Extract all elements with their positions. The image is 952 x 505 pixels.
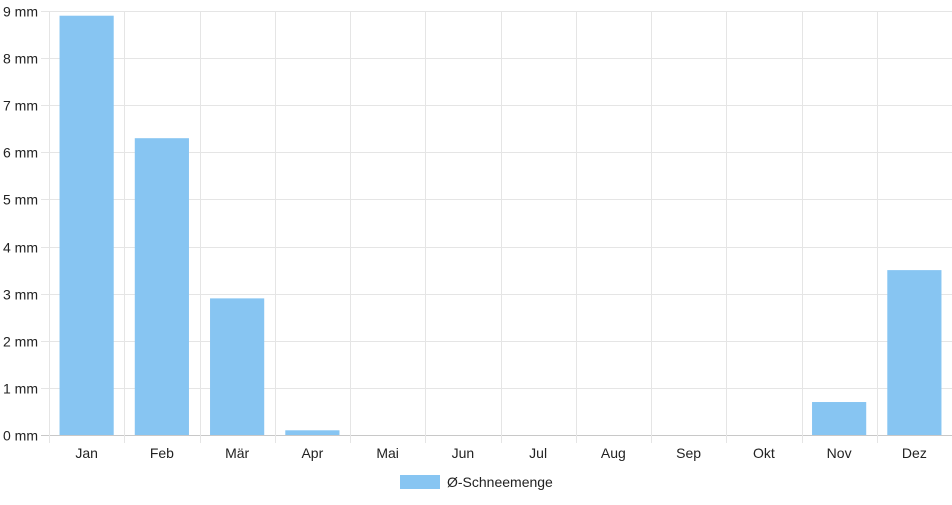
x-tick-label: Mär xyxy=(225,445,249,461)
x-tick-label: Sep xyxy=(676,445,701,461)
y-tick-label: 6 mm xyxy=(3,145,38,161)
legend-label[interactable]: Ø-Schneemenge xyxy=(447,474,553,490)
x-tick-label: Apr xyxy=(301,445,323,461)
bar-mär[interactable] xyxy=(210,298,265,435)
x-tick-label: Jun xyxy=(452,445,475,461)
axis-layer: 0 mm 1 mm 2 mm 3 mm 4 mm 5 mm 6 mm 7 mm 8 mm 9 mm… xyxy=(3,4,927,462)
x-tick-label: Mai xyxy=(376,445,399,461)
y-tick-label: 3 mm xyxy=(3,287,38,303)
x-tick-label: Nov xyxy=(827,445,852,461)
grid-layer xyxy=(41,11,952,443)
bar-apr[interactable] xyxy=(285,430,340,435)
legend-swatch[interactable] xyxy=(400,475,440,489)
x-tick-label: Okt xyxy=(753,445,775,461)
bar-layer xyxy=(59,15,942,435)
bar-nov[interactable] xyxy=(812,402,867,435)
y-tick-label: 8 mm xyxy=(3,51,38,67)
bar-jan[interactable] xyxy=(59,15,114,435)
y-tick-label: 7 mm xyxy=(3,98,38,114)
x-tick-label: Jan xyxy=(75,445,98,461)
x-tick-label: Feb xyxy=(150,445,174,461)
y-tick-label: 5 mm xyxy=(3,192,38,208)
x-tick-label: Dez xyxy=(902,445,927,461)
y-tick-label: 4 mm xyxy=(3,240,38,256)
bar-feb[interactable] xyxy=(134,138,189,435)
y-tick-label: 9 mm xyxy=(3,4,38,20)
legend[interactable]: Ø-Schneemenge xyxy=(400,474,553,490)
x-tick-label: Aug xyxy=(601,445,626,461)
y-tick-label: 0 mm xyxy=(3,428,38,444)
bar-dez[interactable] xyxy=(887,270,942,435)
x-tick-label: Jul xyxy=(529,445,547,461)
y-tick-label: 2 mm xyxy=(3,334,38,350)
y-tick-label: 1 mm xyxy=(3,381,38,397)
